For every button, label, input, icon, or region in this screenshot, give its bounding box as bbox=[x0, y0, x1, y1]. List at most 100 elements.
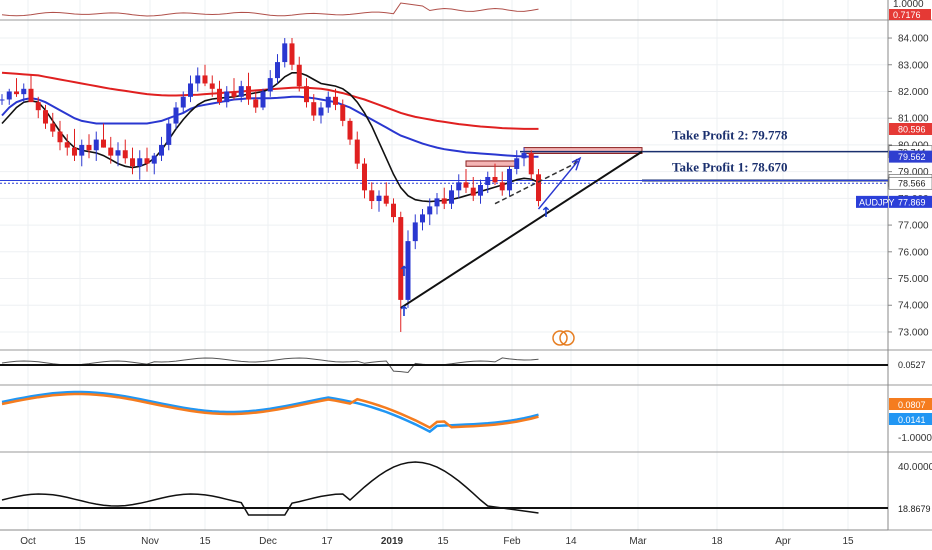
resistance-zone-1 bbox=[523, 147, 643, 154]
candle-body-2 bbox=[14, 91, 19, 95]
candle-body-18 bbox=[130, 158, 135, 167]
candle-body-13 bbox=[93, 139, 99, 151]
ma-blue-line bbox=[1, 95, 539, 158]
time-tick-label-3: 15 bbox=[199, 536, 211, 547]
candle-body-26 bbox=[188, 83, 193, 97]
candle-body-25 bbox=[180, 96, 186, 108]
price-tick-label-7: 77.000 bbox=[898, 221, 929, 232]
candle-body-32 bbox=[231, 91, 237, 97]
candle-body-29 bbox=[209, 83, 215, 89]
candle-body-35 bbox=[253, 99, 259, 108]
candle-body-71 bbox=[514, 158, 520, 169]
candle-body-41 bbox=[296, 64, 302, 87]
take-profit-2-label: Take Profit 2: 79.778 bbox=[672, 128, 788, 143]
candle-body-55 bbox=[398, 217, 404, 300]
take-profit-1-label: Take Profit 1: 78.670 bbox=[672, 160, 788, 175]
candle-body-43 bbox=[311, 102, 317, 116]
oscillator-panel: 0.0527 bbox=[0, 357, 926, 374]
candle-body-59 bbox=[427, 206, 433, 215]
top-indicator-secondary-label: 1.0000 bbox=[893, 0, 924, 10]
price-label-bg-4 bbox=[888, 176, 932, 190]
candle-body-0 bbox=[0, 99, 5, 101]
top-indicator-value-badge bbox=[889, 9, 931, 20]
candle-body-62 bbox=[449, 190, 454, 204]
main-price-panel: ↑ ↑ ↑ bbox=[0, 38, 888, 346]
macd-label-1: 0.0141 bbox=[898, 415, 926, 425]
candle-body-70 bbox=[507, 168, 512, 191]
candle-body-33 bbox=[238, 86, 244, 97]
candle-body-7 bbox=[50, 123, 56, 132]
time-tick-label-10: Mar bbox=[629, 536, 647, 547]
event-marker-1 bbox=[552, 330, 568, 346]
channel-dashed-line bbox=[494, 162, 576, 205]
candle-body-3 bbox=[21, 88, 27, 95]
candle-body-52 bbox=[376, 195, 382, 202]
annotations: Take Profit 2: 79.778 Take Profit 1: 78.6… bbox=[672, 128, 788, 175]
macd-label-0: 0.0807 bbox=[898, 400, 926, 410]
time-tick-label-8: Feb bbox=[503, 536, 521, 547]
candle-body-40 bbox=[289, 43, 295, 65]
candle-body-57 bbox=[412, 222, 418, 242]
top-indicator-line bbox=[1, 2, 539, 17]
candle-body-16 bbox=[115, 150, 121, 156]
candle-body-23 bbox=[166, 123, 172, 145]
candle-body-1 bbox=[6, 91, 12, 100]
candle-body-42 bbox=[304, 86, 309, 103]
price-label-5: 77.869 bbox=[898, 197, 926, 207]
candle-body-54 bbox=[391, 203, 396, 218]
candle-body-74 bbox=[536, 174, 541, 202]
candle-body-63 bbox=[456, 182, 462, 191]
candle-body-67 bbox=[485, 176, 491, 185]
candle-body-12 bbox=[86, 144, 92, 151]
candle-body-66 bbox=[478, 185, 483, 196]
up-arrow-marker-1: ↑ bbox=[398, 304, 410, 320]
candle-body-61 bbox=[441, 198, 447, 204]
price-label-bg-5 bbox=[889, 195, 932, 208]
candle-body-22 bbox=[159, 144, 164, 156]
top-indicator-value: 0.7176 bbox=[893, 10, 921, 20]
up-arrow-marker-2: ↑ bbox=[540, 205, 552, 221]
time-tick-label-12: Apr bbox=[775, 536, 791, 547]
candle-body-50 bbox=[362, 163, 367, 191]
candle-body-39 bbox=[282, 43, 288, 63]
oscillator-value: 0.0527 bbox=[898, 360, 926, 370]
macd-panel: 0.0807 0.0141 -1.0000 bbox=[1, 390, 932, 444]
candle-body-58 bbox=[420, 214, 425, 223]
candle-body-30 bbox=[217, 88, 222, 103]
time-tick-label-4: Dec bbox=[259, 536, 277, 547]
price-label-bg-2 bbox=[889, 150, 932, 163]
price-axis[interactable]: 84.00083.00082.00081.00080.00079.00078.0… bbox=[856, 34, 932, 339]
candle-body-31 bbox=[224, 91, 230, 103]
candle-body-73 bbox=[528, 152, 534, 175]
price-tick-label-9: 75.000 bbox=[898, 274, 929, 285]
candle-body-24 bbox=[173, 107, 179, 124]
candle-body-56 bbox=[405, 241, 411, 300]
candle-body-14 bbox=[101, 139, 106, 148]
price-tick-label-1: 83.000 bbox=[898, 60, 929, 71]
time-tick-label-0: Oct bbox=[20, 536, 36, 547]
price-tick-label-10: 74.000 bbox=[898, 301, 929, 312]
price-tick-label-0: 84.000 bbox=[898, 34, 929, 45]
adx-label-1: 18.8679 bbox=[898, 504, 931, 514]
time-tick-label-1: 15 bbox=[74, 536, 86, 547]
candle-body-10 bbox=[72, 147, 77, 156]
candle-body-46 bbox=[333, 96, 338, 105]
time-tick-label-5: 17 bbox=[321, 536, 333, 547]
candle-body-53 bbox=[383, 195, 389, 204]
price-tick-label-5: 79.000 bbox=[898, 167, 929, 178]
candle-body-5 bbox=[35, 102, 41, 111]
candle-body-36 bbox=[260, 91, 266, 108]
macd-label-bg-0 bbox=[889, 398, 932, 410]
time-axis[interactable]: Oct 15 Nov 15 Dec 17 2019 15 Feb 14 Mar 18 Apr 15 bbox=[0, 529, 888, 547]
candle-body-21 bbox=[151, 155, 157, 164]
price-label-0: 80.596 bbox=[898, 124, 926, 134]
price-label-4: 78.566 bbox=[898, 179, 926, 189]
candle-body-4 bbox=[28, 88, 34, 103]
candle-body-69 bbox=[499, 182, 505, 191]
price-tick-label-8: 76.000 bbox=[898, 247, 929, 258]
candle-body-15 bbox=[108, 147, 114, 156]
projection-arrow-line bbox=[537, 160, 579, 210]
candle-body-28 bbox=[202, 75, 208, 84]
